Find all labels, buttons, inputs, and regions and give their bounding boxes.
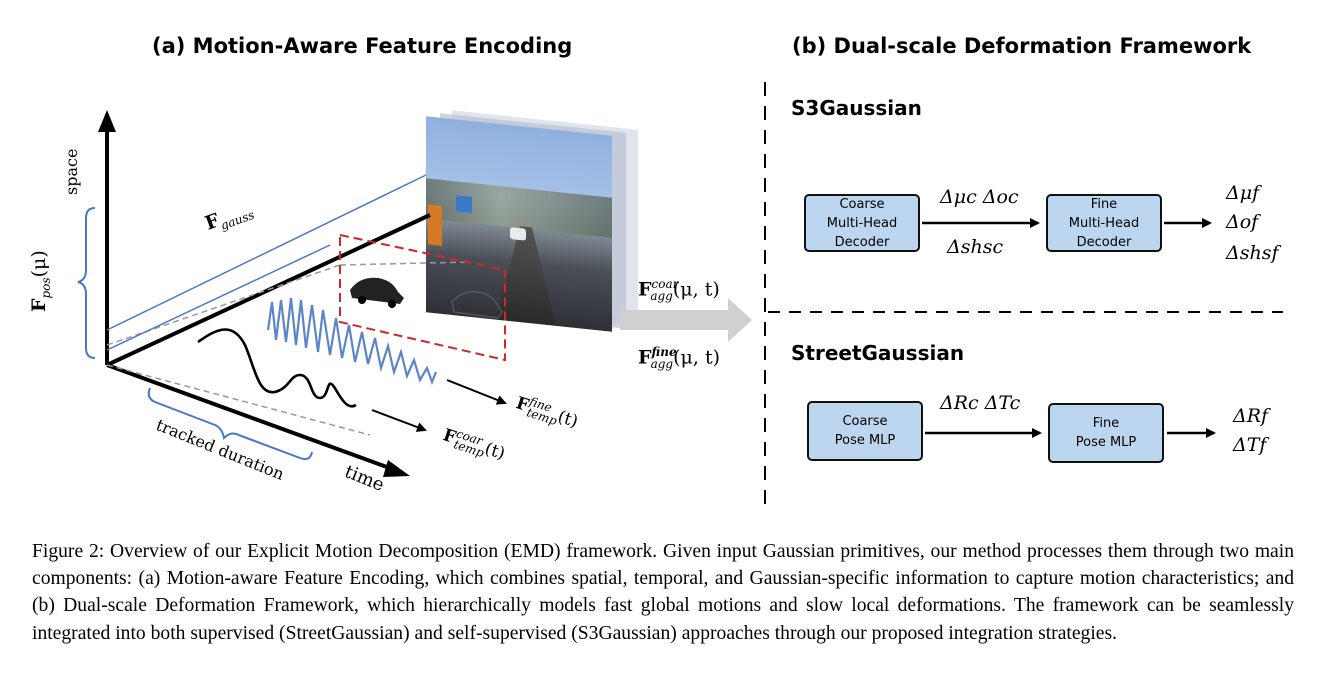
s3-coarse-output-top: Δμc Δoc <box>940 186 1019 208</box>
dashed-guide-1 <box>106 364 371 436</box>
panel-a-title: (a) Motion-Aware Feature Encoding <box>152 34 573 58</box>
car-ghost-icon <box>451 290 503 319</box>
coarse-temporal-arrow <box>371 409 427 432</box>
fine-temporal-wave <box>266 297 438 386</box>
street-coarse-output: ΔRc ΔTc <box>940 392 1021 414</box>
gauss-plane-top <box>106 174 427 331</box>
aggregation-arrow <box>620 298 752 342</box>
street-fine-output-1: ΔRf <box>1233 405 1269 427</box>
coarse-temporal-wave <box>197 328 357 408</box>
figure-caption: Figure 2: Overview of our Explicit Motio… <box>32 541 1294 644</box>
gauss-plane-bottom <box>106 244 331 351</box>
space-bracket <box>77 207 96 359</box>
tracked-object-box <box>339 233 506 362</box>
s3-fine-output-1: Δμf <box>1226 182 1260 204</box>
s3-fine-output-3: Δshsf <box>1226 242 1279 264</box>
s3-coarse-decoder-box: Coarse Multi-Head Decoder <box>804 194 920 252</box>
s3-fine-decoder-box: Fine Multi-Head Decoder <box>1046 194 1162 252</box>
space-axis <box>98 110 116 365</box>
time-axis <box>106 363 410 477</box>
street-fine-output-2: ΔTf <box>1233 434 1267 456</box>
f-pos-label: Fpos(μ) <box>28 250 53 312</box>
s3-fine-output-2: Δof <box>1226 211 1259 233</box>
f-agg-coar-label: Fcoaragg(μ, t) <box>638 277 720 304</box>
streetgaussian-label: StreetGaussian <box>791 341 965 365</box>
panel-b-title: (b) Dual-scale Deformation Framework <box>792 34 1252 58</box>
street-fine-mlp-box: Fine Pose MLP <box>1048 403 1164 463</box>
dashed-guide-3 <box>339 261 471 266</box>
fine-temporal-arrow <box>446 379 507 405</box>
s3-coarse-output-bottom: Δshsc <box>947 236 1004 258</box>
f-agg-fine-label: Ffineagg(μ, t) <box>638 345 721 372</box>
space-axis-label: space <box>62 148 81 195</box>
car-icon <box>350 277 404 308</box>
duration-bracket <box>147 387 313 461</box>
street-coarse-mlp-box: Coarse Pose MLP <box>807 401 923 461</box>
s3gaussian-label: S3Gaussian <box>791 96 922 120</box>
